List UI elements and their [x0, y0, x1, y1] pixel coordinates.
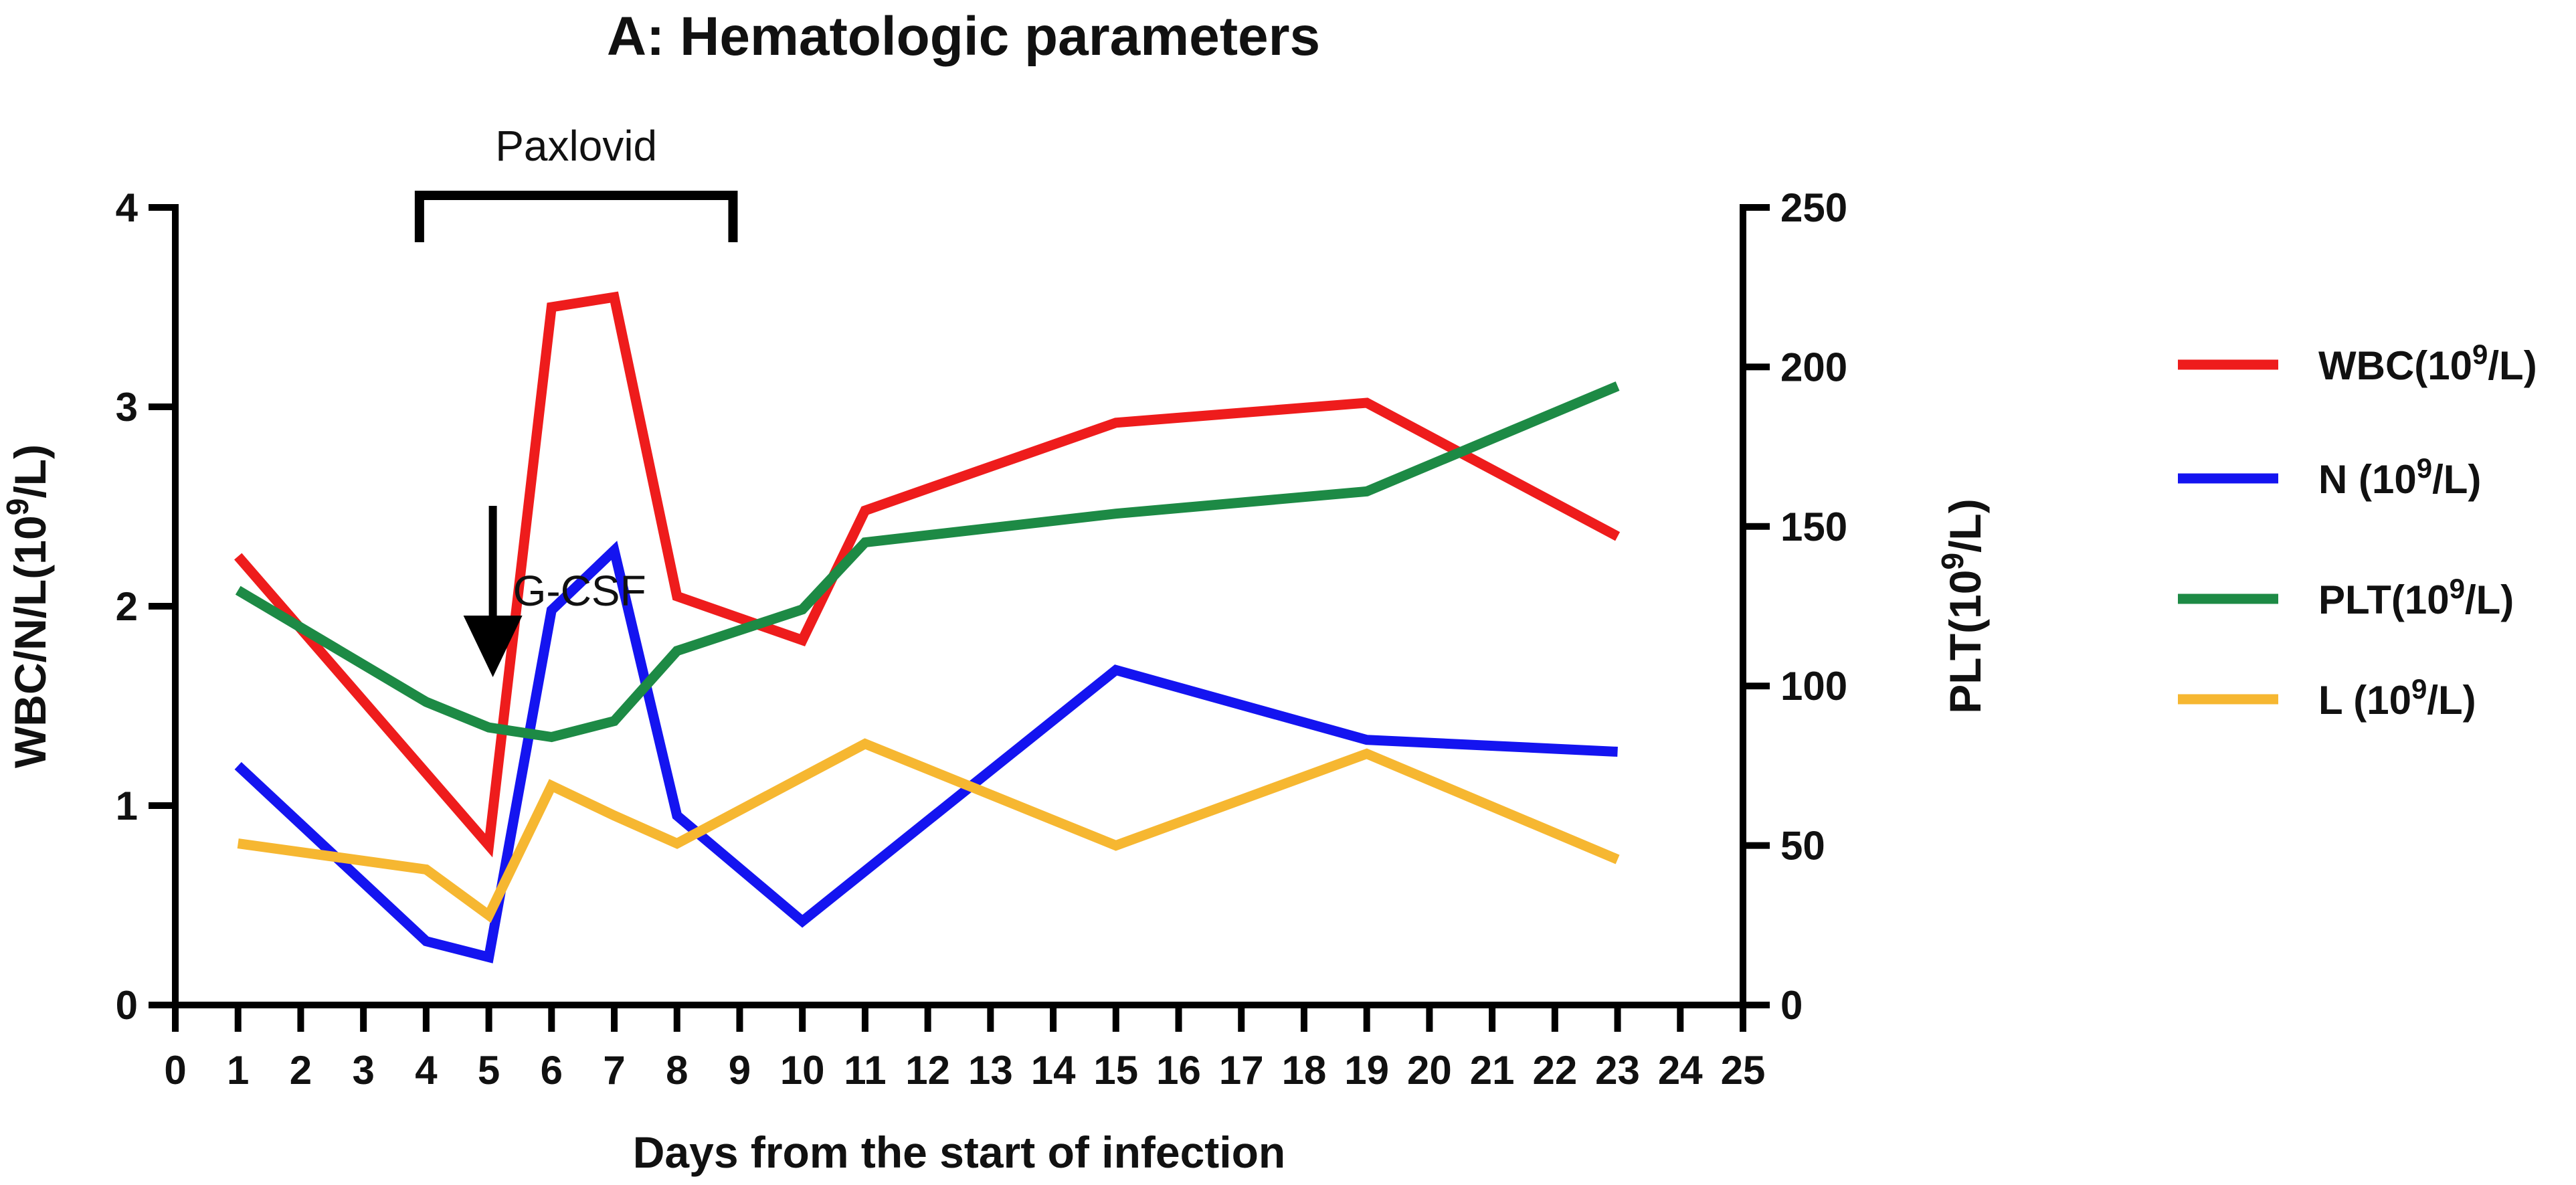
y-right-tick-label: 50: [1780, 824, 1825, 869]
legend-label: L (109/L): [2318, 673, 2476, 723]
series-lines-group: [234, 291, 1621, 964]
legend-label: PLT(109/L): [2318, 573, 2514, 623]
x-tick-label: 11: [844, 1048, 886, 1093]
y-left-tick-label: 1: [116, 784, 138, 828]
x-tick-label: 23: [1595, 1048, 1640, 1093]
annotations-group: Paxlovid G-CSF: [414, 122, 738, 677]
series-line-plt: [235, 381, 1620, 743]
legend-label: N (109/L): [2318, 452, 2481, 503]
y-right-tick-label: 250: [1780, 185, 1847, 230]
g-csf-arrow-head: [463, 616, 523, 677]
x-tick-label: 1: [227, 1048, 249, 1093]
x-tick-label: 22: [1532, 1048, 1577, 1093]
g-csf-label: G-CSF: [513, 567, 646, 615]
x-tick-label: 10: [780, 1048, 825, 1093]
x-tick-label: 6: [541, 1048, 563, 1093]
y-axis-left-title: WBC/N/L(109/L): [0, 444, 55, 768]
x-tick-label: 8: [666, 1048, 688, 1093]
paxlovid-label: Paxlovid: [495, 122, 657, 170]
x-tick-label: 9: [729, 1048, 751, 1093]
y-left-tick-label: 3: [116, 385, 138, 430]
x-tick-label: 3: [352, 1048, 374, 1093]
x-tick-label: 19: [1344, 1048, 1389, 1093]
y-left-tick-label: 2: [116, 584, 138, 629]
x-tick-label: 4: [415, 1048, 438, 1093]
x-tick-label: 16: [1156, 1048, 1201, 1093]
x-tick-label: 13: [968, 1048, 1013, 1093]
series-line-wbc: [234, 291, 1621, 858]
x-tick-label: 5: [478, 1048, 500, 1093]
series-line-n: [234, 541, 1618, 964]
y-right-tick-label: 100: [1780, 664, 1847, 709]
x-tick-label: 15: [1093, 1048, 1138, 1093]
x-tick-label: 21: [1470, 1048, 1515, 1093]
legend: WBC(109/L) N (109/L) PLT(109/L) L (109/L): [2178, 339, 2537, 723]
y-right-tick-label: 0: [1780, 983, 1803, 1028]
x-tick-label: 20: [1407, 1048, 1452, 1093]
x-axis-title: Days from the start of infection: [633, 1127, 1285, 1177]
x-tick-label: 2: [290, 1048, 312, 1093]
x-tick-label: 18: [1282, 1048, 1327, 1093]
y-axis-right-title: PLT(109/L): [1935, 498, 1990, 713]
x-tick-label: 0: [164, 1048, 186, 1093]
y-right-tick-label: 150: [1780, 505, 1847, 549]
legend-label: WBC(109/L): [2318, 339, 2537, 389]
y-left-tick-label: 0: [116, 983, 138, 1028]
x-tick-label: 7: [603, 1048, 625, 1093]
x-tick-label: 12: [905, 1048, 950, 1093]
y-left-tick-label: 4: [116, 185, 139, 230]
x-tick-label: 24: [1658, 1048, 1703, 1093]
x-tick-label: 17: [1219, 1048, 1264, 1093]
x-tick-label: 14: [1031, 1048, 1076, 1093]
paxlovid-bracket: [414, 191, 738, 242]
chart-title: A: Hematologic parameters: [607, 6, 1320, 67]
x-tick-label: 25: [1721, 1048, 1766, 1093]
y-right-tick-label: 200: [1780, 345, 1847, 389]
series-line-l: [237, 738, 1620, 923]
